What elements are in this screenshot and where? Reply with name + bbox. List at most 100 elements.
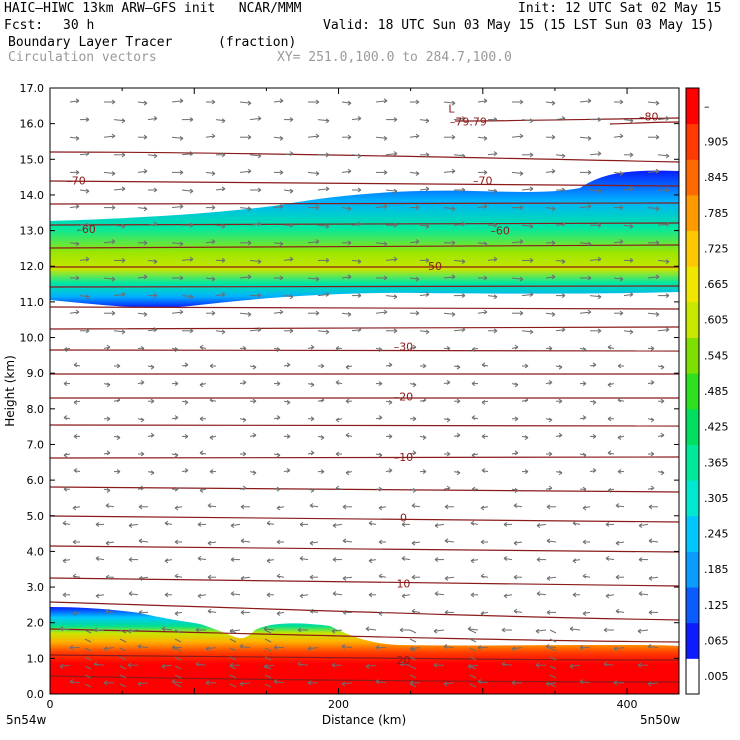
vector-arrow <box>174 665 182 670</box>
vector-arrow-head <box>153 259 158 265</box>
vector-arrow-head <box>257 187 262 193</box>
vector-arrow-head <box>75 275 80 281</box>
vector-arrow-head <box>289 294 294 300</box>
vector-arrow-head <box>546 538 551 544</box>
vector-arrow-head <box>143 206 148 212</box>
contour-label: –10 <box>394 451 414 464</box>
vector-arrow <box>351 329 362 332</box>
vector-arrow <box>444 576 455 579</box>
vector-arrow-head <box>289 151 294 157</box>
vector-arrow <box>647 312 660 315</box>
vector-arrow <box>69 242 80 245</box>
vector-arrow-head <box>655 240 660 246</box>
vector-arrow-head <box>383 98 388 104</box>
vector-arrow-head <box>446 485 451 491</box>
vector-arrow-head <box>195 627 200 633</box>
vector-arrow-head <box>240 504 245 510</box>
vector-arrow <box>487 295 498 298</box>
vector-arrow-head <box>276 381 281 387</box>
vector-arrow <box>95 557 105 561</box>
vector-arrow-head <box>493 222 498 228</box>
vector-arrow-head <box>524 435 529 441</box>
vector-arrow-head <box>297 627 302 633</box>
vector-arrow-head <box>357 293 362 299</box>
vector-arrow-head <box>143 274 148 280</box>
vector-arrow-head <box>69 645 74 651</box>
vector-arrow-head <box>189 222 194 228</box>
vector-arrow <box>283 258 294 261</box>
vector-arrow-head <box>529 152 534 158</box>
vector-arrow-head <box>551 206 556 212</box>
vector-arrow <box>147 154 158 157</box>
vector-arrow-head <box>615 574 620 580</box>
vector-arrow <box>385 258 398 261</box>
vector-arrow-head <box>140 345 145 351</box>
vector-arrow-head <box>461 293 466 299</box>
vector-arrow <box>615 610 625 613</box>
vector-arrow <box>113 330 126 333</box>
vector-arrow-head <box>347 134 352 140</box>
vector-arrow <box>443 645 455 649</box>
vector-arrow-head <box>383 135 388 141</box>
vector-arrow <box>375 242 388 245</box>
vector-arrow-head <box>179 275 184 281</box>
vector-arrow-head <box>106 487 111 493</box>
vector-arrow-head <box>480 505 485 511</box>
vector-arrow-head <box>451 134 456 140</box>
vector-arrow-head <box>197 555 202 561</box>
vector-arrow-head <box>195 661 200 667</box>
vector-arrow <box>487 258 498 261</box>
vector-arrow-head <box>546 575 551 581</box>
vector-arrow-head <box>493 328 498 334</box>
vector-arrow <box>307 647 319 650</box>
vector-arrow-head <box>648 538 653 544</box>
vector-arrow <box>351 117 362 121</box>
vector-arrow-head <box>199 344 204 350</box>
vector-arrow <box>137 170 148 173</box>
vector-arrow-head <box>279 98 284 104</box>
vector-arrow-head <box>513 540 518 546</box>
vector-arrow <box>434 593 445 596</box>
vector-arrow-head <box>242 451 247 457</box>
vector-arrow-head <box>197 593 202 599</box>
vector-arrow-head <box>546 504 551 510</box>
vector-arrow-head <box>368 558 373 564</box>
vector-arrow-head <box>299 555 304 561</box>
vector-arrow-head <box>665 187 670 193</box>
vector-arrow <box>317 119 330 122</box>
contour-label: –20 <box>394 390 414 403</box>
vector-arrow-head <box>650 417 655 423</box>
vector-arrow-head <box>572 558 577 564</box>
y-tick-label: 7.0 <box>27 438 45 451</box>
colorbar-label: .125 <box>704 599 729 612</box>
vector-arrow <box>521 188 534 191</box>
vector-arrow-head <box>347 100 352 106</box>
vector-arrow-head <box>310 416 315 422</box>
vector-arrow-head <box>239 681 244 687</box>
vector-arrow <box>409 171 420 175</box>
vector-arrow-head <box>629 152 634 158</box>
vector-arrow <box>443 276 456 279</box>
vector-arrow-head <box>331 628 336 634</box>
vector-arrow-head <box>378 486 383 492</box>
field-name: Boundary Layer Tracer <box>8 35 173 50</box>
vector-arrow-head <box>456 364 461 370</box>
vector-arrow-head <box>320 397 325 403</box>
vector-arrow-head <box>548 379 553 385</box>
vector-arrow-head <box>357 153 362 159</box>
vector-arrow-head <box>378 347 383 353</box>
forecast-hour: 30 h <box>63 18 95 33</box>
vector-arrow <box>215 188 226 191</box>
vector-arrow <box>555 154 566 157</box>
contour-line <box>50 180 679 187</box>
vector-arrow-head <box>341 643 346 649</box>
vector-arrow-head <box>85 222 90 228</box>
vector-arrow-head <box>230 591 235 597</box>
contour-line <box>50 545 679 553</box>
vector-arrow-head <box>665 327 670 333</box>
vector-arrow <box>239 170 252 173</box>
vector-arrow-head <box>72 539 77 545</box>
vector-arrow <box>264 665 272 670</box>
vector-arrow <box>84 683 92 688</box>
